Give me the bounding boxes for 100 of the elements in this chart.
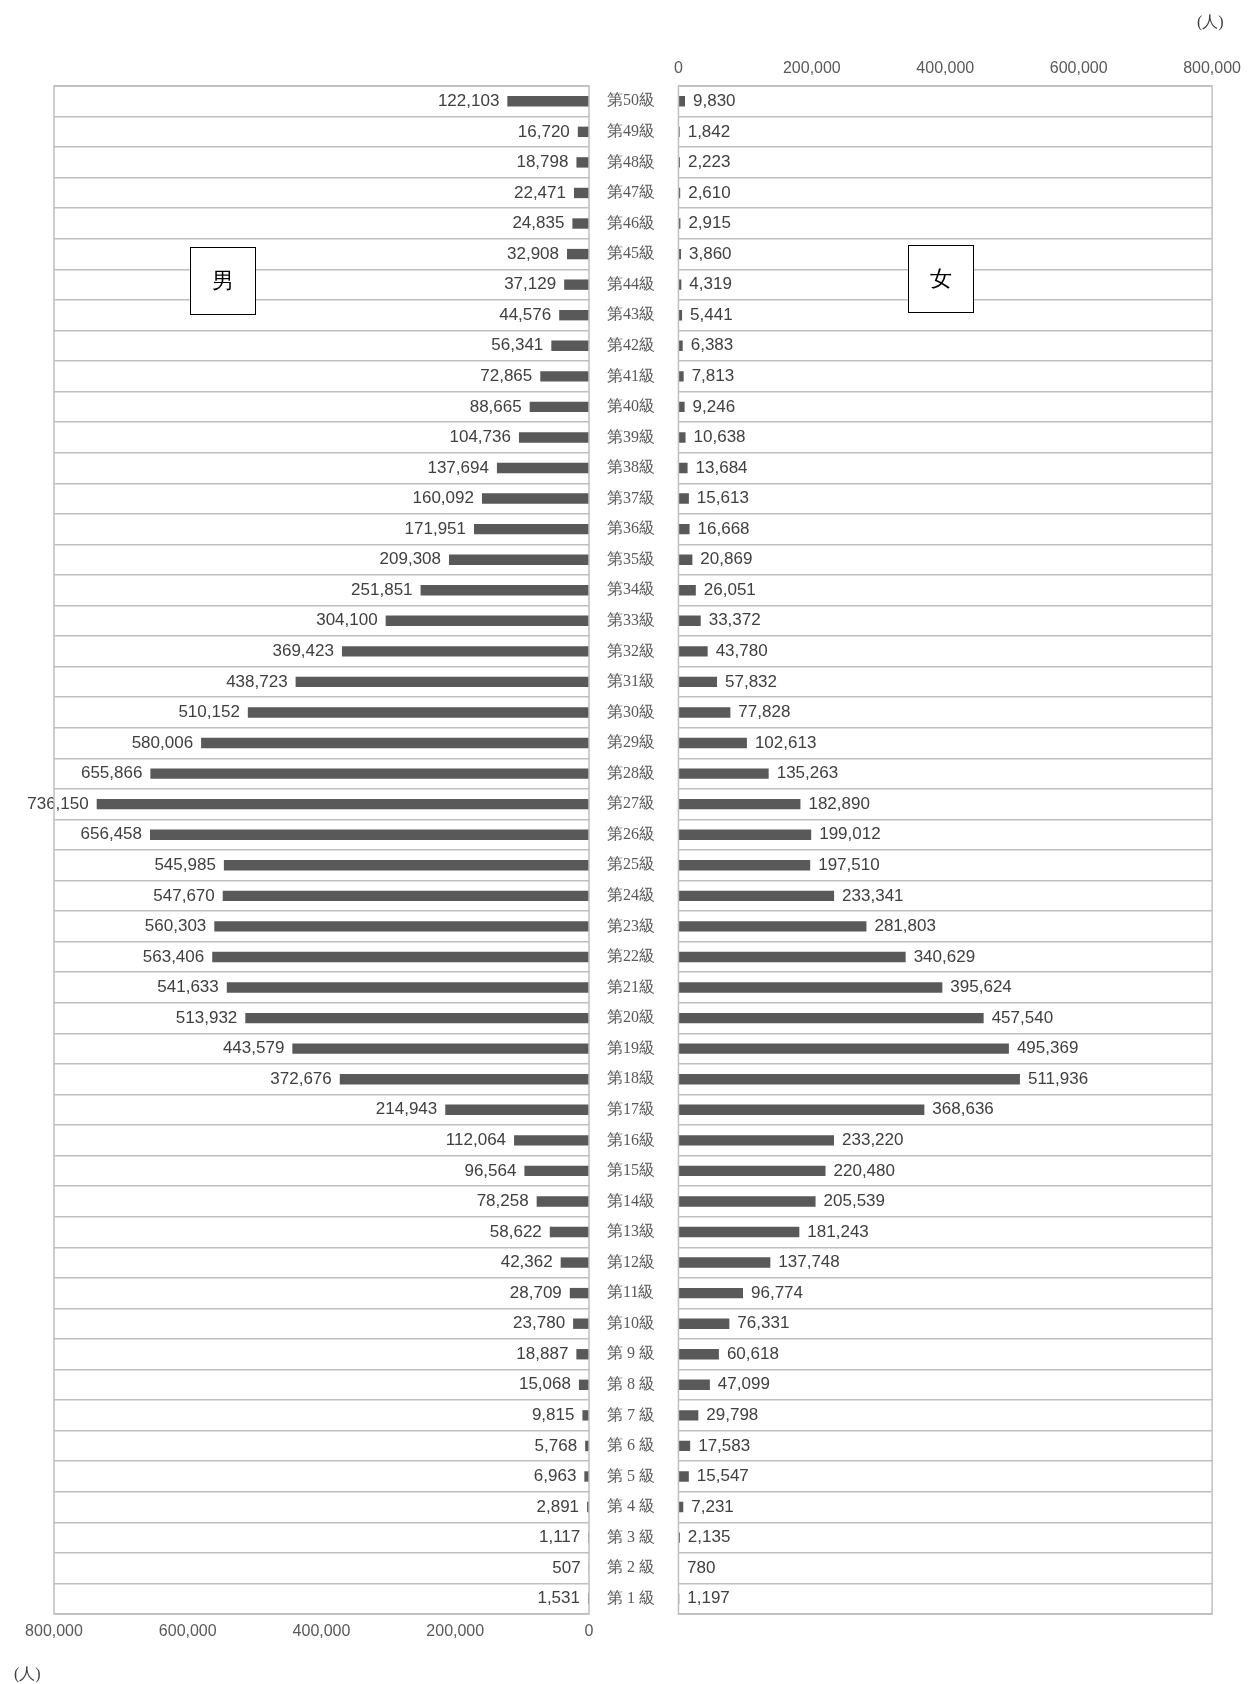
y-tick-label: 第 6 級 bbox=[607, 1436, 655, 1454]
data-label: 10,638 bbox=[693, 427, 746, 447]
data-label: 33,372 bbox=[708, 610, 761, 630]
data-label: 5,441 bbox=[690, 304, 733, 324]
data-label: 2,610 bbox=[688, 182, 731, 202]
data-label: 368,636 bbox=[932, 1099, 994, 1119]
y-tick-label: 第39級 bbox=[607, 427, 655, 445]
data-label: 137,748 bbox=[778, 1252, 840, 1272]
data-label: 1,117 bbox=[538, 1527, 581, 1547]
data-label: 457,540 bbox=[991, 1007, 1054, 1027]
data-label: 9,830 bbox=[693, 90, 736, 110]
data-label: 580,006 bbox=[131, 732, 194, 752]
data-label: 438,723 bbox=[226, 671, 288, 691]
data-label: 197,510 bbox=[818, 854, 880, 874]
data-label: 563,406 bbox=[142, 946, 205, 966]
data-label: 1,842 bbox=[687, 121, 731, 141]
data-label: 135,263 bbox=[776, 763, 839, 783]
y-tick-label: 第49級 bbox=[607, 122, 655, 140]
y-tick-label: 第13級 bbox=[607, 1222, 655, 1240]
y-tick-label: 第11級 bbox=[607, 1283, 655, 1301]
y-tick-label: 第45級 bbox=[607, 244, 655, 262]
data-label: 2,891 bbox=[536, 1496, 580, 1516]
data-label: 340,629 bbox=[913, 946, 976, 966]
data-label: 17,583 bbox=[698, 1435, 751, 1455]
y-tick-label: 第41級 bbox=[607, 366, 655, 384]
data-label: 37,129 bbox=[504, 274, 557, 294]
y-tick-label: 第21級 bbox=[607, 977, 655, 995]
data-label: 2,915 bbox=[688, 213, 731, 233]
y-tick-label: 第24級 bbox=[607, 886, 655, 904]
x-tick-label: 200,000 bbox=[426, 1622, 485, 1640]
data-label: 507 bbox=[552, 1557, 581, 1577]
data-label: 545,985 bbox=[154, 854, 216, 874]
data-label: 220,480 bbox=[833, 1160, 895, 1180]
y-tick-label: 第23級 bbox=[607, 916, 655, 934]
y-tick-label: 第 8 級 bbox=[607, 1375, 655, 1392]
data-label: 72,865 bbox=[480, 366, 533, 386]
data-label: 656,458 bbox=[80, 824, 142, 844]
data-label: 18,798 bbox=[516, 152, 569, 172]
data-label: 23,780 bbox=[513, 1313, 566, 1333]
y-tick-label: 第10級 bbox=[607, 1313, 655, 1331]
data-label: 251,851 bbox=[351, 579, 413, 599]
y-tick-label: 第30級 bbox=[607, 702, 655, 720]
y-tick-label: 第 1 級 bbox=[607, 1588, 655, 1606]
data-label: 78,258 bbox=[476, 1191, 529, 1211]
data-label: 510,152 bbox=[178, 702, 240, 722]
y-tick-label: 第50級 bbox=[607, 91, 655, 109]
data-label: 44,576 bbox=[499, 304, 552, 324]
data-label: 205,539 bbox=[823, 1191, 886, 1211]
data-label: 4,319 bbox=[689, 274, 732, 294]
y-tick-label: 第43級 bbox=[607, 305, 655, 323]
data-label: 233,220 bbox=[842, 1130, 904, 1150]
data-label: 1,197 bbox=[687, 1588, 730, 1608]
y-tick-label: 第 7 級 bbox=[607, 1405, 655, 1423]
y-tick-label: 第 9 級 bbox=[607, 1344, 655, 1362]
data-label: 24,835 bbox=[512, 213, 565, 233]
data-label: 16,720 bbox=[517, 121, 570, 141]
x2-tick-label: 200,000 bbox=[782, 58, 841, 76]
data-label: 137,694 bbox=[427, 457, 489, 477]
data-label: 511,936 bbox=[1027, 1068, 1089, 1088]
y-tick-label: 第35級 bbox=[607, 549, 655, 567]
data-label: 7,813 bbox=[691, 366, 735, 386]
y-tick-label: 第 3 級 bbox=[607, 1527, 655, 1545]
y-tick-label: 第 2 級 bbox=[607, 1558, 655, 1576]
data-label: 60,618 bbox=[726, 1343, 779, 1363]
y-tick-label: 第31級 bbox=[607, 672, 655, 690]
data-label: 182,890 bbox=[808, 793, 870, 813]
data-label: 560,303 bbox=[144, 916, 207, 936]
data-label: 372,676 bbox=[270, 1068, 332, 1088]
data-label: 7,231 bbox=[691, 1496, 734, 1516]
y-tick-label: 第 5 級 bbox=[607, 1466, 655, 1484]
y-tick-label: 第 4 級 bbox=[607, 1497, 655, 1515]
data-label: 209,308 bbox=[379, 549, 442, 569]
x-tick-label: 600,000 bbox=[158, 1622, 217, 1640]
data-label: 42,362 bbox=[500, 1252, 553, 1272]
y-tick-label: 第36級 bbox=[607, 519, 655, 537]
y-tick-label: 第29級 bbox=[607, 733, 655, 751]
data-label: 76,331 bbox=[737, 1313, 790, 1333]
data-label: 199,012 bbox=[819, 824, 881, 844]
data-label: 15,068 bbox=[518, 1374, 571, 1394]
data-label: 655,866 bbox=[80, 763, 143, 783]
data-label: 88,665 bbox=[469, 396, 522, 416]
data-label: 281,803 bbox=[874, 916, 936, 936]
data-label: 214,943 bbox=[375, 1099, 438, 1119]
annotation: 男 bbox=[190, 247, 256, 315]
y-tick-label: 第42級 bbox=[607, 335, 655, 353]
data-label: 77,828 bbox=[738, 702, 791, 722]
data-label: 16,668 bbox=[697, 518, 750, 538]
data-label: 47,099 bbox=[717, 1374, 770, 1394]
y-tick-label: 第33級 bbox=[607, 611, 655, 628]
data-label: 6,963 bbox=[533, 1466, 577, 1486]
data-label: 122,103 bbox=[437, 90, 500, 110]
y-tick-label: 第47級 bbox=[607, 183, 655, 201]
data-label: 780 bbox=[686, 1557, 716, 1577]
y-tick-label: 第34級 bbox=[607, 580, 655, 598]
x-tick-label: 0 bbox=[584, 1622, 594, 1640]
data-label: 15,613 bbox=[696, 488, 749, 508]
data-label: 160,092 bbox=[412, 488, 474, 508]
data-label: 443,579 bbox=[222, 1038, 285, 1058]
data-label: 513,932 bbox=[175, 1007, 238, 1027]
data-label: 304,100 bbox=[316, 610, 378, 630]
